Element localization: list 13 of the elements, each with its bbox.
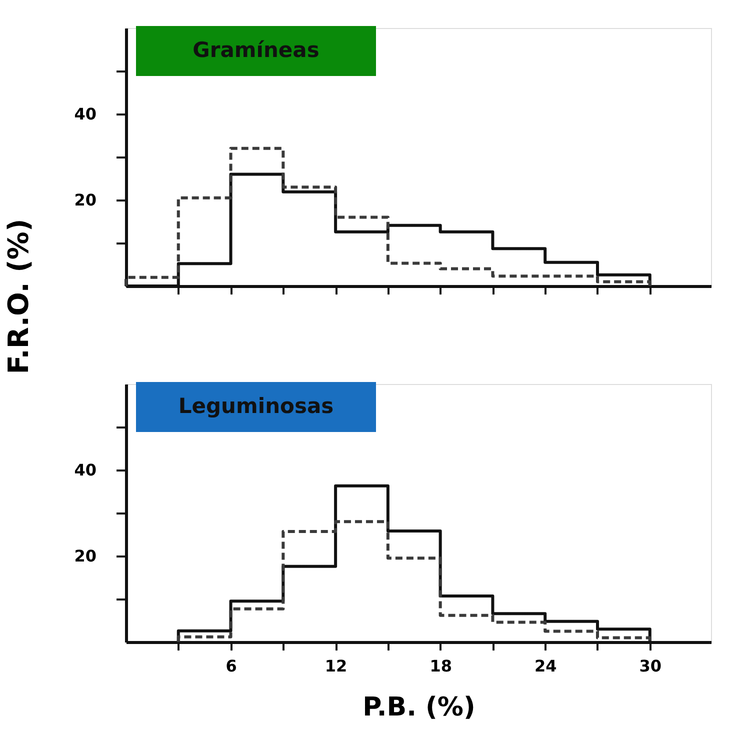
y-tick-label: 40 bbox=[74, 104, 96, 124]
x-tick-label: 12 bbox=[324, 656, 348, 676]
y-tick-label: 40 bbox=[74, 460, 96, 480]
annotation: Gramíneas bbox=[192, 38, 320, 62]
x-tick-label: 30 bbox=[639, 656, 662, 676]
x-tick-label: 24 bbox=[534, 656, 557, 676]
y-tick-label: 20 bbox=[74, 190, 96, 210]
y-tick-label: 20 bbox=[74, 546, 96, 566]
x-tick-label: 6 bbox=[226, 656, 237, 676]
x-tick-label: 18 bbox=[430, 656, 452, 676]
annotation: Leguminosas bbox=[178, 394, 334, 418]
x-axis-title: P.B. (%) bbox=[362, 692, 476, 722]
y-axis-title: F.R.O. (%) bbox=[2, 218, 36, 374]
